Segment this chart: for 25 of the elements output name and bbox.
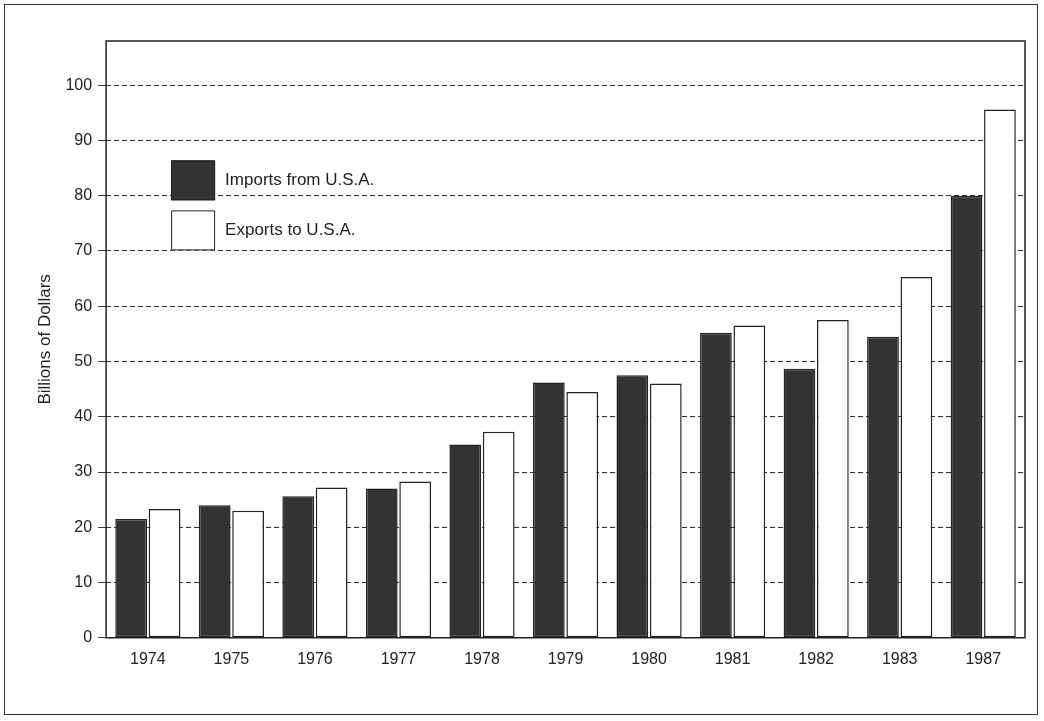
y-tick-label: 60 — [74, 296, 93, 314]
y-tick-label: 50 — [74, 351, 93, 369]
y-tick-label: 10 — [74, 572, 93, 590]
x-tick-label: 1983 — [881, 649, 918, 667]
y-axis-title: Billions of Dollars — [34, 274, 54, 405]
y-tick-label: 40 — [74, 407, 93, 425]
y-tick-label: 90 — [74, 130, 93, 148]
legend-label: Imports from U.S.A. — [225, 170, 375, 190]
x-tick-label: 1980 — [631, 649, 667, 667]
y-tick-label: 0 — [83, 628, 93, 646]
x-tick-label: 1987 — [965, 649, 1002, 667]
y-tick-label: 100 — [65, 75, 93, 93]
x-tick-label: 1979 — [547, 649, 584, 667]
y-tick-label: 80 — [74, 186, 93, 204]
x-tick-label: 1978 — [464, 649, 500, 667]
x-tick-label: 1977 — [380, 649, 417, 667]
y-tick-label: 70 — [74, 241, 93, 259]
legend-label: Exports to U.S.A. — [225, 220, 356, 240]
y-tick-label: 30 — [74, 462, 93, 480]
y-tick-label: 20 — [74, 517, 93, 535]
x-tick-label: 1982 — [798, 649, 835, 667]
x-tick-label: 1974 — [130, 649, 166, 667]
x-tick-label: 1981 — [714, 649, 751, 667]
x-tick-label: 1975 — [213, 649, 250, 667]
x-tick-label: 1976 — [297, 649, 333, 667]
